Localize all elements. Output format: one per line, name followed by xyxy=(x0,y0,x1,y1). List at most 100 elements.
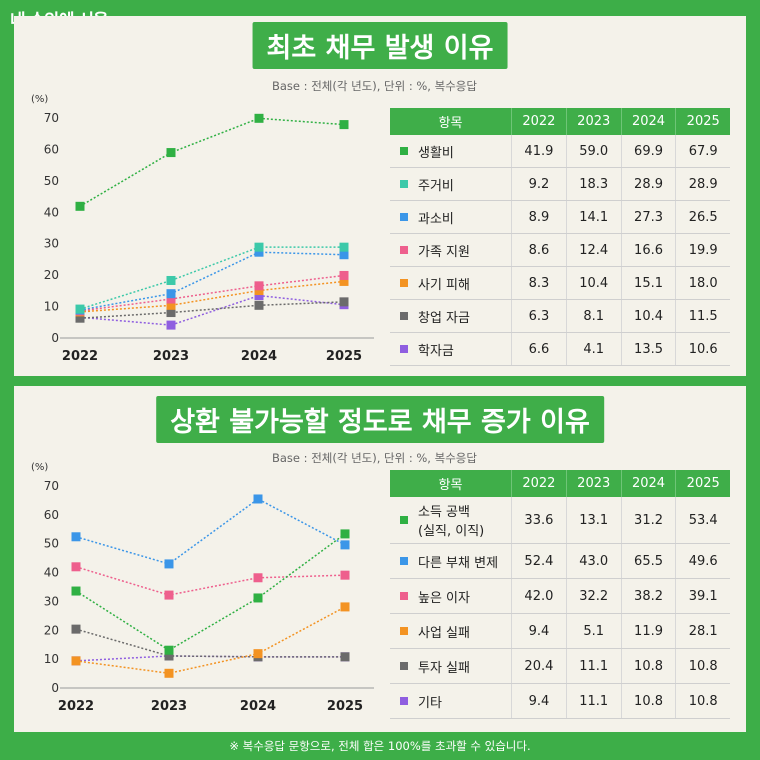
data-point xyxy=(71,656,81,666)
data-point xyxy=(166,294,176,304)
x-tick-label: 2022 xyxy=(62,349,98,364)
data-point xyxy=(166,275,176,285)
table-row: 학자금 6.6 4.1 13.5 10.6 xyxy=(390,332,730,366)
series-name: 높은 이자 xyxy=(418,590,470,606)
table-value-cell: 65.5 xyxy=(621,543,677,579)
line-chart: (%) 0 10 20 30 40 50 60 70 2022 2023 2024 2025 xyxy=(31,462,374,714)
chart-subtitle: Base : 전체(각 년도), 단위 : %, 복수응답 xyxy=(272,79,477,93)
table-row-label: 다른 부채 변제 xyxy=(390,543,512,579)
table-row-label: 사기 피해 xyxy=(390,266,512,300)
data-point xyxy=(253,593,263,603)
table-value-cell: 8.9 xyxy=(511,200,567,234)
data-point xyxy=(340,652,350,662)
x-tick-label: 2025 xyxy=(327,699,363,714)
series-swatch xyxy=(400,697,408,705)
y-tick-label: 60 xyxy=(44,508,59,522)
table-value-cell: 10.8 xyxy=(675,648,730,684)
series-name: 기타 xyxy=(418,695,442,711)
y-tick-label: 30 xyxy=(44,237,59,251)
series-name: 주거비 xyxy=(418,178,454,194)
series-swatch xyxy=(400,557,408,565)
table-value-cell: 13.1 xyxy=(566,497,622,544)
data-point xyxy=(75,304,85,314)
data-point xyxy=(340,570,350,580)
data-point xyxy=(339,270,349,280)
table-value-cell: 18.0 xyxy=(675,266,730,300)
table-row: 주거비 9.2 18.3 28.9 28.9 xyxy=(390,167,730,201)
table-value-cell: 10.8 xyxy=(621,683,677,719)
data-point xyxy=(253,494,263,504)
x-tick-label: 2023 xyxy=(153,349,189,364)
data-point xyxy=(75,201,85,211)
data-point xyxy=(254,281,264,291)
series-swatch xyxy=(400,246,408,254)
data-point xyxy=(340,529,350,539)
data-point xyxy=(164,645,174,655)
table-row-label: 생활비 xyxy=(390,135,512,168)
chart-panel-2: 상환 불가능할 정도로 채무 증가 이유 Base : 전체(각 년도), 단위… xyxy=(14,386,746,732)
table-value-cell: 53.4 xyxy=(675,497,730,544)
chart-title: 상환 불가능할 정도로 채무 증가 이유 xyxy=(156,396,604,443)
series-swatch xyxy=(400,312,408,320)
table-header-year: 2024 xyxy=(621,108,677,135)
table-row-label: 주거비 xyxy=(390,167,512,201)
series-swatch xyxy=(400,279,408,287)
y-tick-label: 20 xyxy=(44,623,59,637)
table-value-cell: 10.4 xyxy=(566,266,622,300)
series-name: 소득 공백 (실직, 이직) xyxy=(418,505,485,539)
table-header-year: 2022 xyxy=(511,470,567,497)
table-header-year: 2023 xyxy=(566,108,622,135)
table-value-cell: 42.0 xyxy=(511,578,567,614)
y-tick-label: 70 xyxy=(44,111,59,125)
table-row-label: 가족 지원 xyxy=(390,233,512,267)
table-value-cell: 11.1 xyxy=(566,648,622,684)
table-header-row: 항목 2022 2023 2024 2025 xyxy=(390,470,730,497)
table-value-cell: 6.3 xyxy=(511,299,567,333)
table-row: 과소비 8.9 14.1 27.3 26.5 xyxy=(390,200,730,234)
x-tick-label: 2022 xyxy=(58,699,94,714)
series-name: 생활비 xyxy=(418,145,454,161)
data-point xyxy=(71,586,81,596)
data-point xyxy=(71,624,81,634)
data-point xyxy=(75,313,85,323)
table-value-cell: 10.4 xyxy=(621,299,677,333)
table-row-label: 과소비 xyxy=(390,200,512,234)
table-value-cell: 16.6 xyxy=(621,233,677,267)
series-line xyxy=(75,533,346,652)
series-swatch xyxy=(400,516,408,524)
chart-title: 최초 채무 발생 이유 xyxy=(252,22,508,69)
table-row: 투자 실패 20.4 11.1 10.8 10.8 xyxy=(390,648,730,684)
table-row-label: 투자 실패 xyxy=(390,648,512,684)
data-point xyxy=(164,668,174,678)
table-value-cell: 27.3 xyxy=(621,200,677,234)
table-row: 다른 부채 변제 52.4 43.0 65.5 49.6 xyxy=(390,543,730,579)
table-value-cell: 59.0 xyxy=(566,135,622,168)
table-header-year: 2025 xyxy=(675,470,730,497)
series-swatch xyxy=(400,662,408,670)
table-value-cell: 69.9 xyxy=(621,135,677,168)
data-point xyxy=(339,276,349,286)
series-name: 사업 실패 xyxy=(418,625,470,641)
table-header-row: 항목 2022 2023 2024 2025 xyxy=(390,108,730,135)
series-swatch xyxy=(400,147,408,155)
table-value-cell: 10.8 xyxy=(621,648,677,684)
table-row: 높은 이자 42.0 32.2 38.2 39.1 xyxy=(390,578,730,614)
table-row: 창업 자금 6.3 8.1 10.4 11.5 xyxy=(390,299,730,333)
y-unit-label: (%) xyxy=(31,462,48,473)
table-header-item: 항목 xyxy=(390,470,512,497)
x-tick-label: 2024 xyxy=(240,699,276,714)
data-table: 항목 2022 2023 2024 2025 소득 공백 (실직, 이직) 33.6 13.1 3… xyxy=(390,470,730,719)
data-point xyxy=(254,300,264,310)
data-point xyxy=(166,308,176,318)
y-tick-label: 50 xyxy=(44,537,59,551)
table-value-cell: 31.2 xyxy=(621,497,677,544)
table-value-cell: 12.4 xyxy=(566,233,622,267)
table-value-cell: 8.6 xyxy=(511,233,567,267)
data-point xyxy=(71,562,81,572)
table-value-cell: 9.4 xyxy=(511,683,567,719)
series-line xyxy=(75,566,346,596)
table-row: 기타 9.4 11.1 10.8 10.8 xyxy=(390,683,730,719)
data-point xyxy=(339,120,349,130)
table-value-cell: 28.1 xyxy=(675,613,730,649)
table-value-cell: 10.6 xyxy=(675,332,730,366)
